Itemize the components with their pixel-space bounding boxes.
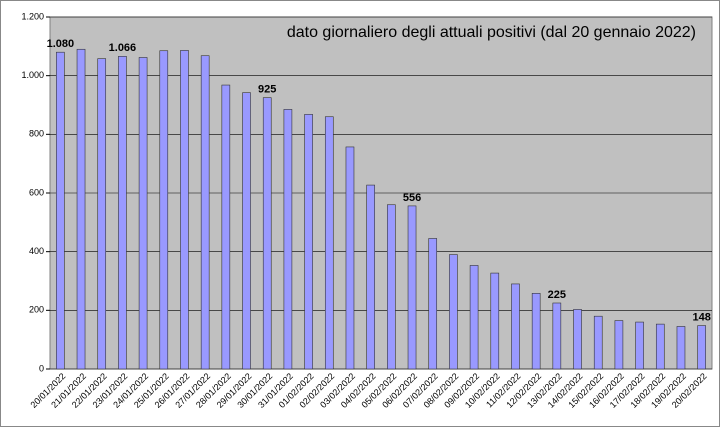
bar: [676, 326, 686, 370]
bar: [56, 51, 65, 370]
bar: [428, 238, 438, 370]
bar: [655, 323, 665, 370]
value-label: 1.066: [109, 42, 137, 54]
bar: [366, 184, 375, 370]
bar: [138, 57, 148, 370]
value-label: 225: [548, 289, 566, 301]
bar: [159, 50, 169, 370]
bar: [573, 309, 582, 370]
bar: [262, 97, 272, 370]
bar: [283, 109, 293, 370]
value-label: 1.080: [47, 38, 75, 50]
value-label: 148: [692, 311, 710, 323]
bar: [76, 48, 86, 370]
bar: [345, 146, 355, 370]
bar: [593, 315, 603, 370]
y-tick-label: 200: [29, 305, 44, 315]
bar: [304, 114, 313, 370]
bar: [614, 320, 624, 370]
y-tick-label: 1.200: [21, 11, 44, 21]
y-tick-label: 0: [39, 363, 44, 373]
bar: [531, 293, 541, 370]
bar: [490, 272, 500, 370]
bar: [469, 265, 479, 370]
bar: [242, 92, 251, 370]
y-tick-label: 600: [29, 187, 44, 197]
y-tick-label: 1.000: [21, 70, 44, 80]
bar: [387, 204, 396, 370]
value-label: 556: [403, 192, 421, 204]
bar: [200, 55, 210, 370]
chart-title: dato giornaliero degli attuali positivi …: [287, 24, 696, 41]
bar: [97, 58, 107, 370]
bar: [511, 283, 520, 370]
y-tick-label: 400: [29, 246, 44, 256]
value-label: 925: [258, 84, 276, 96]
bar: [221, 84, 231, 370]
bar: [324, 116, 334, 370]
bar: [552, 302, 562, 370]
bar: [180, 50, 189, 370]
y-tick-label: 800: [29, 129, 44, 139]
bar: [697, 325, 706, 370]
bar: [118, 56, 127, 370]
bar: [449, 254, 458, 370]
bar: [635, 321, 644, 370]
bar: [407, 205, 417, 370]
